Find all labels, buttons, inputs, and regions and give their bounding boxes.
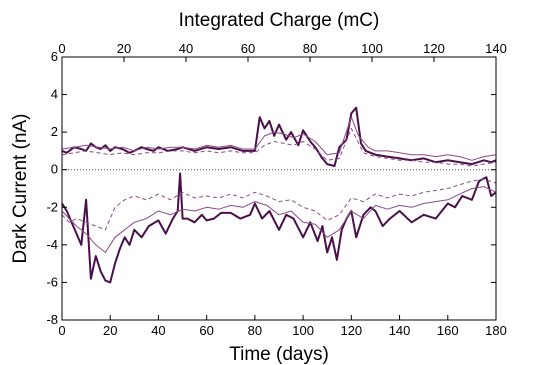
top-tick-label: 120 <box>423 41 445 56</box>
x-tick-label: 100 <box>292 323 314 338</box>
y-tick-label: 2 <box>51 124 58 139</box>
series-line-6 <box>61 178 497 231</box>
top-tick-label: 20 <box>117 41 131 56</box>
top-tick-label: 0 <box>58 41 65 56</box>
y-tick-label: -2 <box>46 199 58 214</box>
y-tick-label: 4 <box>51 87 58 102</box>
top-tick-label: 100 <box>361 41 383 56</box>
x-tick-label: 180 <box>485 323 507 338</box>
top-axis-title: Integrated Charge (mC) <box>179 10 380 31</box>
y-tick-label: -6 <box>46 274 58 289</box>
top-tick-label: 60 <box>241 41 255 56</box>
x-tick-label: 20 <box>103 323 117 338</box>
chart-marks <box>61 106 497 284</box>
y-tick-label: 6 <box>51 49 58 64</box>
x-tick-label: 160 <box>437 323 459 338</box>
y-tick-label: -8 <box>46 312 58 327</box>
x-tick-label: 0 <box>58 323 65 338</box>
top-tick-label: 80 <box>303 41 317 56</box>
y-axis-title: Dark Current (nA) <box>10 114 31 264</box>
top-tick-label: 140 <box>485 41 507 56</box>
series-line-5 <box>61 186 497 253</box>
top-tick-label: 40 <box>179 41 193 56</box>
x-tick-label: 40 <box>151 323 165 338</box>
series-line-2 <box>61 116 497 161</box>
y-tick-label: 0 <box>51 162 58 177</box>
series-line-4 <box>61 172 497 284</box>
series-line-1 <box>61 106 497 167</box>
plot-frame <box>61 56 497 321</box>
x-axis-title: Time (days) <box>229 344 329 365</box>
x-tick-label: 120 <box>340 323 362 338</box>
x-tick-label: 60 <box>199 323 213 338</box>
x-tick-label: 140 <box>389 323 411 338</box>
series-line-3 <box>61 127 497 167</box>
y-tick-label: -4 <box>46 237 58 252</box>
x-tick-label: 80 <box>248 323 262 338</box>
